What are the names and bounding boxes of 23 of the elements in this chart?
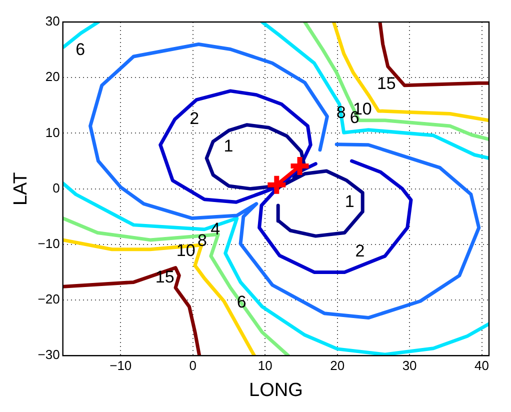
series-label: 15 — [155, 268, 174, 287]
text: 15 — [376, 74, 396, 94]
x-tick-label: 0 — [189, 358, 196, 373]
x-tick-label: 30 — [402, 358, 417, 373]
x-tick-label: −10 — [110, 358, 132, 373]
series-label: 2 — [190, 108, 200, 128]
x-tick-label: 20 — [330, 358, 345, 373]
x-tick-label: 40 — [474, 358, 490, 373]
text: 1 — [344, 192, 354, 211]
y-tick-label: 20 — [45, 69, 60, 84]
y-tick-label: 0 — [52, 180, 60, 196]
text: 2 — [355, 242, 365, 261]
y-tick-label: 10 — [45, 124, 60, 140]
x-axis-title: LONG — [248, 380, 303, 401]
y-tick-label: −20 — [38, 292, 60, 307]
y-axis-title: LAT — [10, 172, 32, 206]
y-tick-label: 30 — [45, 14, 60, 29]
series-label: 6 — [76, 40, 86, 59]
series-label: 1 — [224, 136, 234, 156]
x-tick-label: 10 — [258, 358, 272, 373]
y-tick-label: −30 — [38, 347, 60, 362]
text: 6 — [236, 292, 246, 312]
y-tick-label: −10 — [38, 236, 60, 251]
